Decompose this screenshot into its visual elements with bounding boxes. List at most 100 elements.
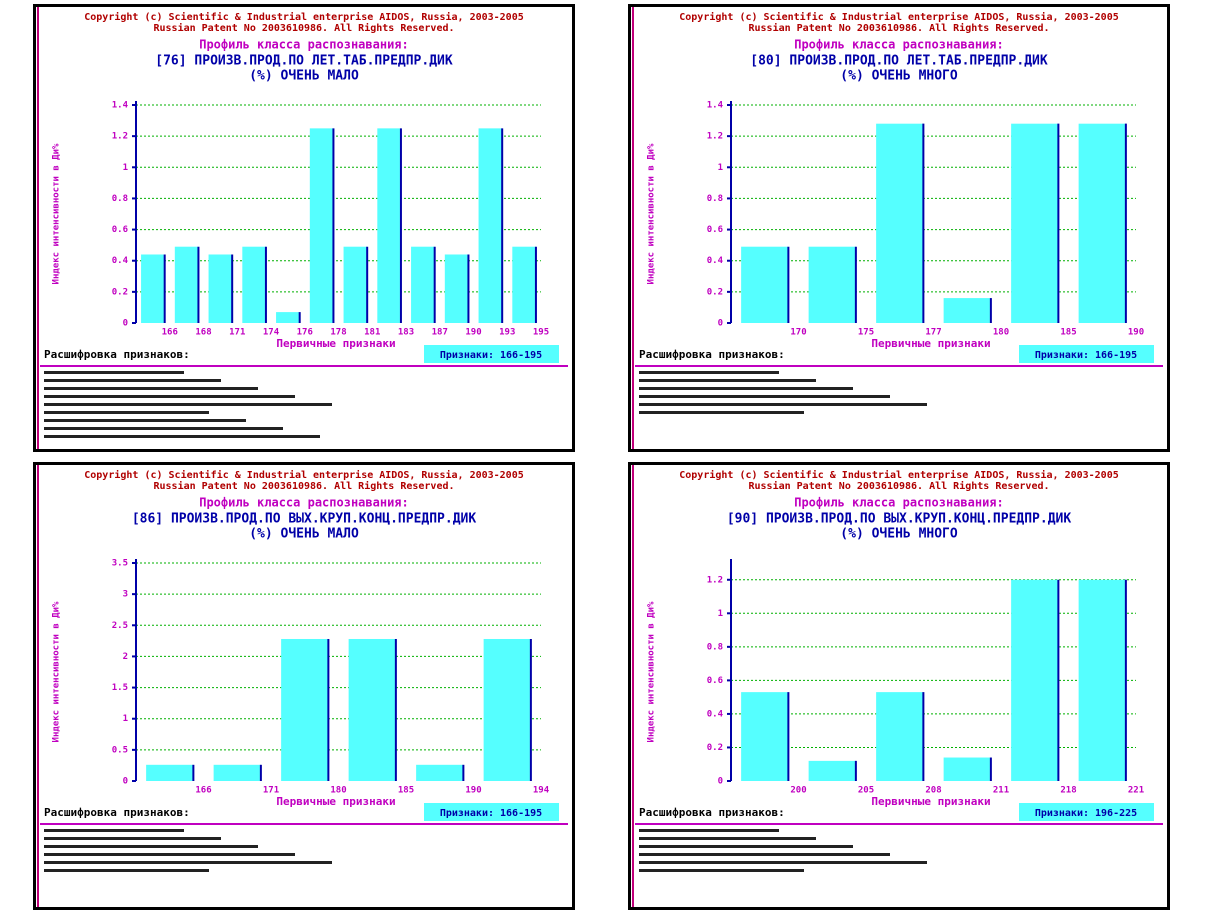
y-tick-label: 0 [123,777,128,787]
bar [808,246,856,323]
listing-line [44,435,320,438]
copyright: Copyright (c) Scientific & Industrial en… [679,11,1119,23]
listing-line [639,371,779,374]
bar [943,298,991,323]
listing-line [44,861,332,864]
y-tick-label: 0.8 [112,194,128,204]
x-tick-label: 168 [195,328,211,338]
y-tick-label: 1.2 [112,132,128,142]
bar [208,254,233,323]
x-tick-label: 211 [993,786,1009,796]
bar [309,128,334,323]
y-tick-label: 0 [718,319,723,329]
x-tick-label: 170 [790,328,806,338]
y-axis-label: Индекс интенсивности в Ди% [647,601,657,742]
chart-subtitle: (%) ОЧЕНЬ МНОГО [840,527,958,542]
x-axis-label: Первичные признаки [871,337,990,350]
chart-subtitle: [86] ПРОИЗВ.ПРОД.ПО ВЫХ.КРУП.КОНЦ.ПРЕДПР… [132,512,477,527]
y-tick-label: 0.4 [707,256,724,266]
bar [1011,123,1059,323]
y-tick-label: 0.6 [707,225,723,235]
listing-line [44,853,295,856]
bar [146,764,194,781]
patent: Russian Patent No 2003610986. All Rights… [748,22,1049,34]
x-tick-label: 166 [162,328,178,338]
x-tick-label: 180 [993,328,1009,338]
chart: Copyright (c) Scientific & Industrial en… [37,7,568,449]
x-tick-label: 171 [229,328,245,338]
chart: Copyright (c) Scientific & Industrial en… [37,465,568,907]
y-axis-label: Индекс интенсивности в Ди% [647,143,657,284]
bar [478,128,503,323]
range-box [1019,803,1154,821]
bar [242,246,266,323]
y-axis-label: Индекс интенсивности в Ди% [52,601,62,742]
bar [943,757,991,781]
legend-heading: Расшифровка признаков: [639,348,785,361]
x-tick-label: 190 [1128,328,1144,338]
bar [876,692,924,781]
y-tick-label: 0.2 [707,743,723,753]
listing-line [44,395,295,398]
y-tick-label: 1.5 [112,683,128,693]
x-tick-label: 208 [925,786,941,796]
bar [141,254,165,323]
bar [483,638,531,781]
y-tick-label: 2 [123,652,128,662]
x-tick-label: 180 [330,786,346,796]
chart-title: Профиль класса распознавания: [199,38,409,52]
range-label: Признаки: 166-195 [1035,350,1137,361]
range-box [1019,345,1154,363]
y-tick-label: 1 [123,163,128,173]
bar [1078,579,1126,781]
y-tick-label: 1.2 [707,132,723,142]
y-tick-label: 1.4 [707,101,724,111]
y-tick-label: 0.4 [707,709,724,719]
bar [512,246,536,323]
listing-line [639,411,804,414]
y-tick-label: 0.2 [112,287,128,297]
x-axis-label: Первичные признаки [276,337,395,350]
range-label: Признаки: 166-195 [440,350,542,361]
x-tick-label: 175 [858,328,874,338]
range-box [424,345,559,363]
x-tick-label: 185 [398,786,414,796]
y-tick-label: 0.8 [707,194,723,204]
chart-panel: Copyright (c) Scientific & Industrial en… [628,462,1170,910]
listing-line [639,379,816,382]
x-tick-label: 205 [858,786,874,796]
bar [876,123,924,323]
x-tick-label: 187 [432,328,448,338]
x-tick-label: 174 [263,328,280,338]
chart-subtitle: (%) ОЧЕНЬ МНОГО [840,69,958,84]
bar [174,246,199,323]
bar [741,692,789,781]
listing-line [44,419,246,422]
patent: Russian Patent No 2003610986. All Rights… [748,480,1049,492]
bar [377,128,401,323]
chart-subtitle: [90] ПРОИЗВ.ПРОД.ПО ВЫХ.КРУП.КОНЦ.ПРЕДПР… [727,512,1072,527]
chart-title: Профиль класса распознавания: [794,496,1004,510]
x-tick-label: 176 [297,328,313,338]
y-tick-label: 1 [718,609,723,619]
copyright: Copyright (c) Scientific & Industrial en… [84,11,524,23]
x-tick-label: 190 [465,786,481,796]
listing-line [44,371,184,374]
bar [348,638,396,781]
listing-line [44,427,283,430]
legend-heading: Расшифровка признаков: [44,348,190,361]
x-tick-label: 190 [465,328,481,338]
x-tick-label: 194 [533,786,550,796]
y-tick-label: 1 [718,163,723,173]
y-tick-label: 0.6 [707,676,723,686]
y-tick-label: 0.8 [707,642,723,652]
y-tick-label: 0.5 [112,745,128,755]
bar [444,254,469,323]
chart-subtitle: (%) ОЧЕНЬ МАЛО [249,527,359,542]
chart-title: Профиль класса распознавания: [199,496,409,510]
bar [213,764,261,781]
y-axis-label: Индекс интенсивности в Ди% [52,143,62,284]
x-tick-label: 183 [398,328,414,338]
listing-line [639,853,890,856]
listing-line [44,403,332,406]
